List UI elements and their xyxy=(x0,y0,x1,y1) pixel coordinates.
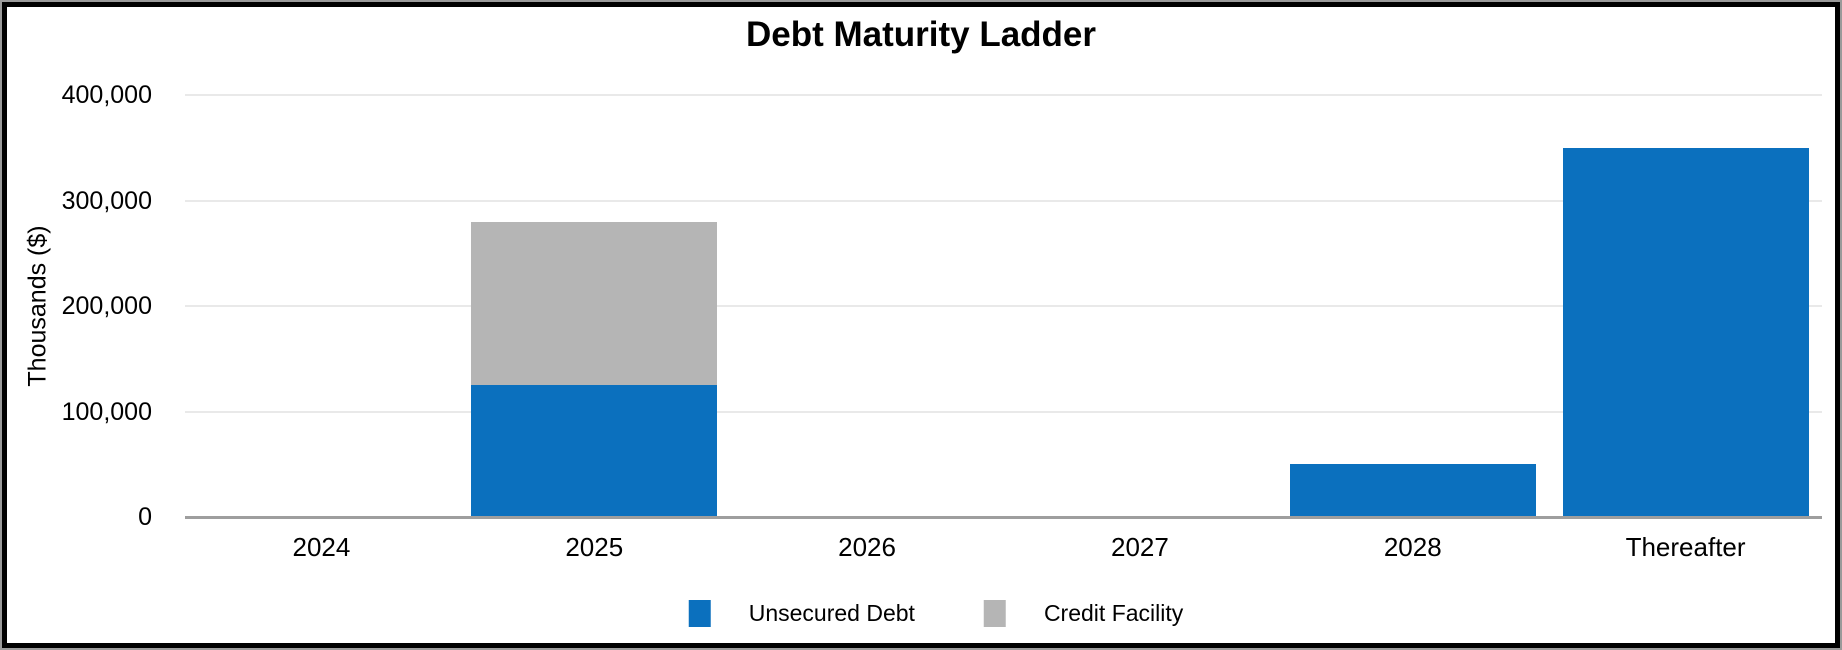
x-tick-label: Thereafter xyxy=(1625,532,1746,562)
legend-label: Unsecured Debt xyxy=(748,600,915,626)
y-tick-label: 400,000 xyxy=(61,81,152,109)
bar-segment xyxy=(471,221,718,386)
bar-segment xyxy=(471,385,718,517)
legend-swatch xyxy=(688,600,711,627)
x-axis-baseline xyxy=(185,515,1822,519)
legend-label: Credit Facility xyxy=(1043,600,1184,626)
gridline xyxy=(185,410,1822,413)
chart-title: Debt Maturity Ladder xyxy=(745,15,1097,54)
bar-segment xyxy=(1562,147,1809,517)
gridline xyxy=(185,199,1822,202)
legend-item: Unsecured Debt xyxy=(688,600,915,627)
bar-segment xyxy=(1289,464,1536,517)
y-tick-label: 100,000 xyxy=(61,397,152,426)
y-tick-label: 200,000 xyxy=(61,292,152,320)
x-tick-label: 2025 xyxy=(565,532,624,562)
legend-item: Credit Facility xyxy=(983,600,1184,627)
y-tick-label: 300,000 xyxy=(61,186,152,215)
gridline xyxy=(185,94,1822,96)
x-tick-label: 2026 xyxy=(838,532,896,562)
legend-swatch xyxy=(983,600,1006,627)
plot-area xyxy=(185,94,1822,519)
gridline xyxy=(185,305,1822,307)
x-tick-label: 2024 xyxy=(292,532,351,562)
x-tick-label: 2027 xyxy=(1110,532,1169,562)
x-tick-label: 2028 xyxy=(1383,532,1442,562)
y-tick-label: 0 xyxy=(138,503,152,531)
legend: Unsecured Debt Credit Facility xyxy=(688,600,1184,627)
